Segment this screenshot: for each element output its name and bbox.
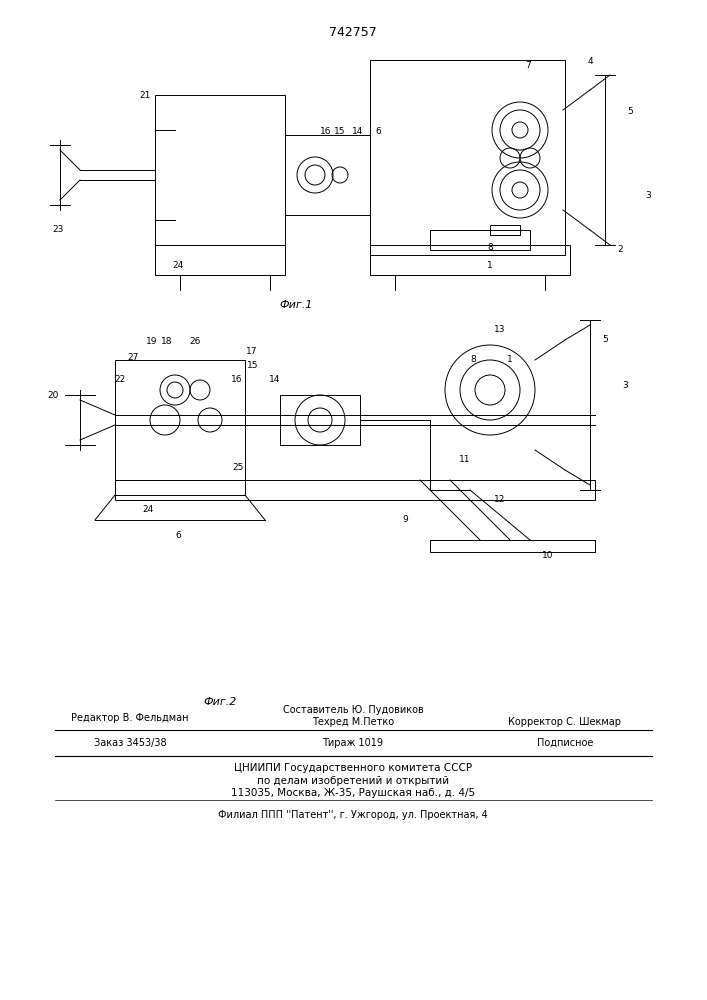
Text: 13: 13 — [494, 326, 506, 334]
Text: Техред М.Петко: Техред М.Петко — [312, 717, 394, 727]
Text: 14: 14 — [352, 127, 363, 136]
Text: 2: 2 — [617, 245, 623, 254]
Text: 18: 18 — [161, 338, 173, 347]
Bar — [115, 480, 245, 495]
Bar — [155, 245, 285, 275]
Text: 10: 10 — [542, 550, 554, 560]
Text: 25: 25 — [233, 464, 244, 473]
Text: 6: 6 — [175, 530, 181, 540]
Text: 20: 20 — [47, 390, 59, 399]
Text: 15: 15 — [247, 360, 259, 369]
Text: 3: 3 — [645, 190, 651, 200]
Text: 113035, Москва, Ж-35, Раушская наб., д. 4/5: 113035, Москва, Ж-35, Раушская наб., д. … — [231, 788, 475, 798]
Text: ЦНИИПИ Государственного комитета СССР: ЦНИИПИ Государственного комитета СССР — [234, 763, 472, 773]
Bar — [430, 230, 530, 250]
Text: 1: 1 — [487, 260, 493, 269]
Text: 24: 24 — [142, 506, 153, 514]
Text: Заказ 3453/38: Заказ 3453/38 — [94, 738, 166, 748]
Bar — [370, 245, 570, 275]
Text: 8: 8 — [487, 243, 493, 252]
Text: 21: 21 — [139, 91, 151, 100]
Text: Подписное: Подписное — [537, 738, 593, 748]
Text: Редактор В. Фельдман: Редактор В. Фельдман — [71, 713, 189, 723]
Bar — [280, 395, 360, 445]
Text: 16: 16 — [231, 375, 243, 384]
Text: 8: 8 — [470, 356, 476, 364]
Text: по делам изобретений и открытий: по делам изобретений и открытий — [257, 776, 449, 786]
Text: 16: 16 — [320, 127, 332, 136]
Text: 15: 15 — [334, 127, 346, 136]
Text: 742757: 742757 — [329, 25, 377, 38]
Text: Корректор С. Шекмар: Корректор С. Шекмар — [508, 717, 621, 727]
Text: 17: 17 — [246, 348, 258, 357]
Bar — [115, 480, 595, 500]
Text: 12: 12 — [494, 495, 506, 504]
Text: 23: 23 — [52, 226, 64, 234]
Bar — [370, 60, 565, 255]
Text: 14: 14 — [269, 375, 281, 384]
Text: Фиг.2: Фиг.2 — [204, 697, 237, 707]
Text: 24: 24 — [173, 260, 184, 269]
Text: 19: 19 — [146, 338, 158, 347]
Text: 5: 5 — [602, 336, 608, 344]
Text: 22: 22 — [115, 375, 126, 384]
Text: 9: 9 — [402, 516, 408, 524]
Bar — [115, 360, 245, 480]
Text: 1: 1 — [507, 356, 513, 364]
Text: 7: 7 — [525, 60, 531, 70]
Text: Составитель Ю. Пудовиков: Составитель Ю. Пудовиков — [283, 705, 423, 715]
Text: 11: 11 — [460, 456, 471, 464]
Bar — [155, 95, 285, 245]
Bar — [490, 225, 520, 235]
Text: 4: 4 — [588, 57, 592, 66]
Bar — [430, 540, 595, 552]
Text: Фиг.1: Фиг.1 — [279, 300, 312, 310]
Text: Филиал ППП ''Патент'', г. Ужгород, ул. Проектная, 4: Филиал ППП ''Патент'', г. Ужгород, ул. П… — [218, 810, 488, 820]
Text: 26: 26 — [189, 338, 201, 347]
Text: Тираж 1019: Тираж 1019 — [322, 738, 383, 748]
Text: 6: 6 — [375, 127, 381, 136]
Text: 27: 27 — [127, 354, 139, 362]
Text: 3: 3 — [622, 380, 628, 389]
Text: 5: 5 — [627, 107, 633, 116]
